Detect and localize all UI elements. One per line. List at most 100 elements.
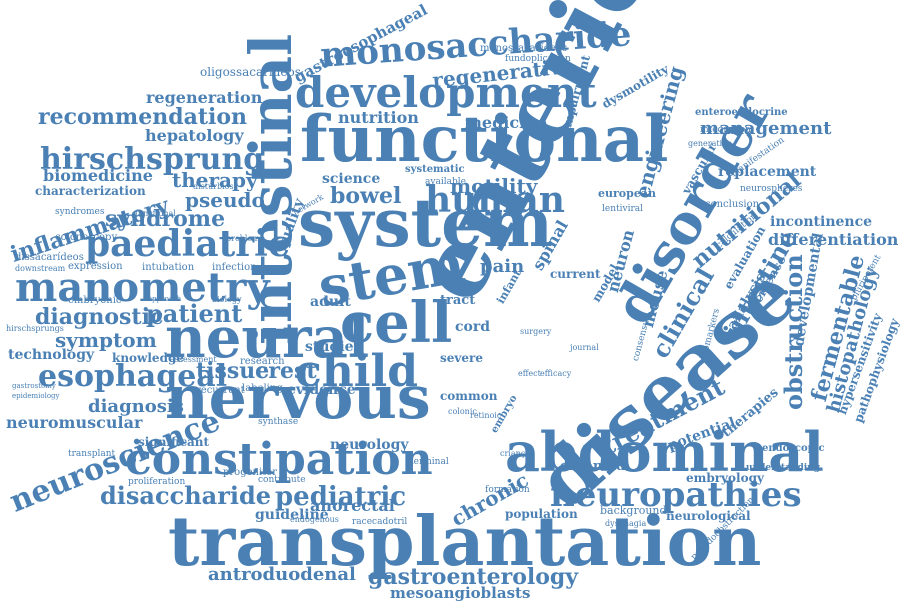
- word-therapy: therapy: [172, 168, 258, 192]
- word-antroduodenal: antroduodenal: [208, 564, 356, 585]
- word-differentiation: differentiation: [768, 230, 899, 249]
- word-significant: significant: [138, 435, 210, 449]
- word-background: background: [600, 504, 667, 517]
- word-functional: functional: [300, 102, 669, 177]
- word-abdominal: abdominal: [505, 420, 824, 484]
- word-downstream: downstream: [15, 264, 66, 273]
- word-medicine: medicine: [465, 113, 548, 132]
- word-replacement: replacement: [718, 164, 817, 180]
- word-recurrent: recurrent: [196, 385, 245, 396]
- word-effect: effect: [518, 369, 541, 378]
- word-journal: journal: [570, 343, 599, 352]
- word-racecadotril: racecadotril: [352, 517, 408, 527]
- word-disaccharide: disaccharide: [100, 481, 271, 510]
- word-efficacy: efficacy: [540, 369, 572, 378]
- word-dissacarideos: dissacarídeos: [15, 252, 84, 263]
- word-lentiviral: lentiviral: [602, 204, 644, 214]
- word-knowledge: knowledge: [112, 351, 184, 365]
- word-pseudo: pseudo: [185, 188, 265, 212]
- word-neural: neural: [165, 305, 370, 371]
- word-hirschsprung: hirschsprung: [40, 142, 265, 177]
- word-neuropathies: neuropathies: [550, 475, 802, 515]
- word-neuromuscular: neuromuscular: [6, 413, 143, 432]
- word-transplantation: transplantation: [168, 502, 762, 582]
- word-biomedicine: biomedicine: [43, 166, 153, 185]
- word-dysphagia: dysphagia: [605, 519, 647, 528]
- word-embryology: embryology: [686, 471, 764, 485]
- word-enteroendocrine: enteroendocrine: [695, 107, 788, 118]
- word-nervous: nervous: [165, 363, 431, 433]
- word-nutrition: nutrition: [338, 108, 419, 127]
- word-manometry: manometry: [15, 264, 270, 311]
- word-child: child: [295, 346, 418, 397]
- word-pediatric: pediatric: [275, 482, 407, 512]
- word-approach: approach: [148, 295, 182, 303]
- word-conclusion: conclusion: [705, 199, 760, 210]
- word-oligossacarideos: oligossacarídeos: [200, 65, 301, 79]
- word-science: science: [322, 171, 381, 187]
- word-problem: problem: [226, 234, 260, 243]
- word-common: common: [440, 389, 498, 403]
- word-crest: crest: [255, 358, 317, 384]
- word-monossacarideos: monossacarídeos: [480, 43, 568, 54]
- word-technology: technology: [8, 347, 95, 363]
- word-biology: biology: [212, 295, 242, 304]
- word-neurospheres: neurospheres: [740, 184, 803, 194]
- word-human: human: [425, 179, 565, 221]
- word-population: population: [505, 507, 578, 521]
- word-syndrome: syndrome: [105, 206, 226, 232]
- word-diagnosis: diagnosis: [88, 396, 184, 417]
- word-epidemiology: epidemiology: [12, 392, 60, 400]
- word-mesoangioblasts: mesoangioblasts: [390, 584, 531, 602]
- word-regeneration: regeneration: [146, 88, 263, 107]
- word-functional-small: functional: [135, 209, 176, 218]
- word-terminal: terminal: [410, 457, 449, 467]
- word-esophageal: esophageal: [38, 359, 228, 394]
- word-endoscopic: endoscopic: [762, 443, 825, 454]
- word-studies: studies: [305, 339, 362, 355]
- word-research: research: [240, 356, 285, 367]
- word-synthase: synthase: [258, 417, 299, 427]
- word-anorectal: anorectal: [310, 496, 395, 515]
- word-constipation: constipation: [125, 434, 433, 485]
- word-pain: pain: [480, 256, 525, 277]
- word-integration: integration: [700, 125, 751, 135]
- word-paediatric: paediatric: [85, 223, 290, 265]
- word-adult: adult: [310, 294, 351, 310]
- word-progenitor: progenitor: [223, 467, 277, 478]
- word-gastroenterology: gastroenterology: [368, 564, 579, 590]
- word-syndromes: syndromes: [55, 207, 105, 217]
- word-generation: generation: [688, 139, 733, 148]
- word-diagnostic: diagnostic: [35, 304, 164, 330]
- word-incontinence: incontinence: [770, 214, 873, 230]
- word-cell: cell: [340, 290, 453, 356]
- word-surgery: surgery: [520, 327, 552, 336]
- word-fundoplication: fundoplication: [505, 54, 571, 64]
- word-proliferation: proliferation: [128, 477, 186, 487]
- word-intubation: intubation: [142, 262, 195, 273]
- word-cord: cord: [455, 319, 491, 335]
- word-tissue: tissue: [196, 358, 270, 384]
- word-tract: tract: [440, 293, 476, 308]
- word-criancas: crianças: [500, 449, 535, 458]
- word-european: european: [598, 187, 656, 200]
- word-organoid: organoid: [560, 459, 626, 474]
- word-motility: motility: [450, 174, 538, 198]
- word-colonic: colonic: [448, 407, 477, 416]
- word-hirschsprungs: hirschsprungs: [6, 324, 64, 333]
- word-characterization: characterization: [35, 184, 146, 198]
- word-gastrostomy: gastrostomy: [12, 382, 56, 390]
- word-systematic: systematic: [405, 164, 465, 175]
- word-current: current: [550, 267, 601, 281]
- word-contribute: contribute: [258, 475, 306, 485]
- word-retinoic: retinoic: [470, 411, 502, 420]
- word-guideline: guideline: [255, 507, 329, 523]
- word-infection: infection: [212, 262, 257, 273]
- word-patient: patient: [146, 299, 243, 328]
- word-disturbios: distúrbios: [193, 182, 234, 191]
- word-available: available: [425, 177, 466, 187]
- word-hepatology: hepatology: [145, 126, 244, 145]
- word-expression: expression: [68, 261, 123, 272]
- word-neurological: neurological: [666, 509, 751, 523]
- word-assessment: assessment: [170, 355, 217, 364]
